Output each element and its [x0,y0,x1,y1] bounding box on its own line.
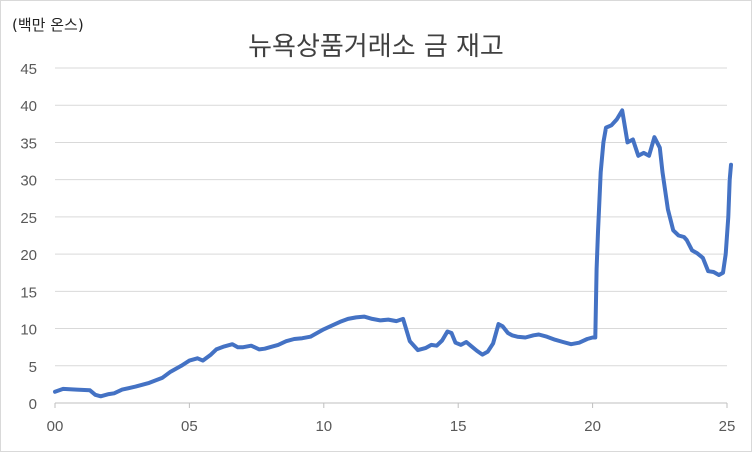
x-axis-labels: 00 05 10 15 20 25 [47,418,736,435]
y-tick-label: 0 [29,396,37,413]
y-axis-labels: 0 5 10 15 20 25 30 35 40 45 [20,61,37,413]
x-tick-label: 00 [47,418,64,435]
x-tick-label: 15 [450,418,467,435]
x-tick-label: 20 [584,418,601,435]
x-tick-label: 10 [315,418,332,435]
gridlines [54,67,728,408]
chart-title: 뉴욕상품거래소 금 재고 [248,32,504,62]
y-tick-label: 35 [20,135,37,152]
y-tick-label: 10 [20,322,37,339]
y-tick-label: 45 [20,61,37,78]
y-tick-label: 30 [20,173,37,190]
y-tick-label: 20 [20,247,37,264]
y-tick-label: 25 [20,210,37,227]
x-tick-label: 25 [719,418,736,435]
y-tick-label: 15 [20,284,37,301]
x-tick-label: 05 [181,418,198,435]
series-group [53,108,733,399]
y-tick-label: 40 [20,98,37,115]
y-tick-label: 5 [29,359,37,376]
series-line [53,108,733,399]
unit-label: (백만 온스) [12,16,84,34]
